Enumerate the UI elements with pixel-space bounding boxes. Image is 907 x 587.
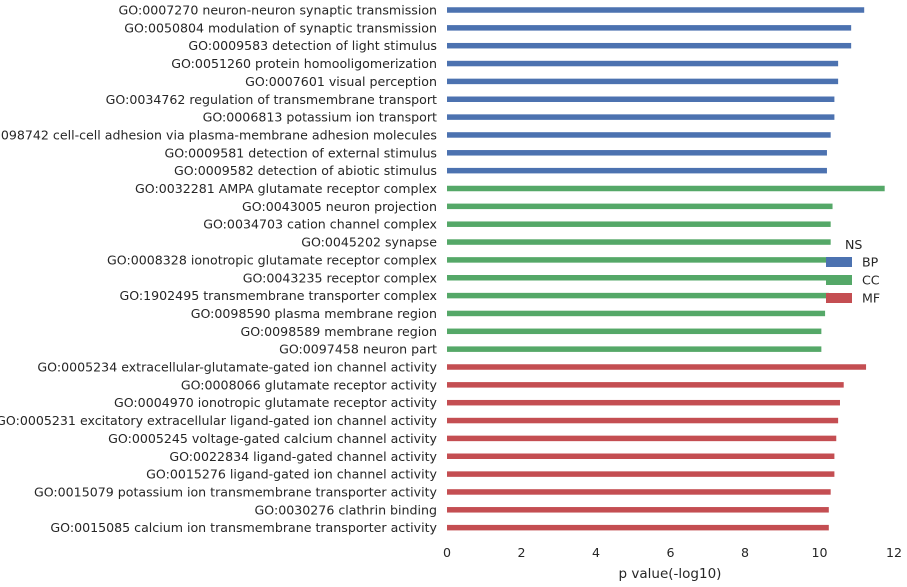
legend-label-mf: MF (862, 291, 880, 306)
category-label: GO:0005245 voltage-gated calcium channel… (108, 431, 437, 446)
category-label: GO:0051260 protein homooligomerization (171, 56, 437, 71)
category-label: GO:0007601 visual perception (245, 74, 437, 89)
bar-mf (447, 364, 867, 370)
bar-bp (447, 60, 839, 67)
bar-bp (447, 167, 827, 174)
category-label: GO:0022834 ligand-gated channel activity (169, 449, 437, 464)
x-tick-label: 4 (592, 545, 600, 560)
x-tick-label: 10 (811, 545, 827, 560)
x-tick-label: 12 (886, 545, 902, 560)
bar-bp (447, 150, 827, 156)
bar-cc (447, 346, 822, 352)
x-tick-label: 6 (666, 545, 674, 560)
bar-cc (447, 203, 833, 210)
bar-bp (447, 7, 865, 13)
bar-bp (447, 96, 835, 102)
category-label: GO:0015085 calcium ion transmembrane tra… (50, 520, 437, 535)
bar-cc (447, 275, 829, 281)
category-label: GO:0034703 cation channel complex (203, 217, 437, 232)
category-label: GO:0034762 regulation of transmembrane t… (106, 92, 437, 107)
x-axis-title: p value(-log10) (619, 566, 722, 582)
category-label: GO:0097458 neuron part (279, 342, 437, 357)
legend-label-bp: BP (862, 255, 879, 270)
category-label: GO:0007270 neuron-neuron synaptic transm… (119, 3, 437, 18)
bars-group (447, 7, 885, 531)
bar-bp (447, 42, 852, 49)
category-label: GO:0098590 plasma membrane region (191, 306, 437, 321)
x-tick-label: 0 (443, 545, 451, 560)
category-label: GO:0005231 excitatory extracellular liga… (0, 413, 438, 428)
bar-mf (447, 524, 829, 531)
category-label: GO:0005234 extracellular-glutamate-gated… (37, 360, 437, 375)
bar-mf (447, 471, 835, 477)
category-label: GO:1902495 transmembrane transporter com… (119, 288, 437, 303)
bar-mf (447, 399, 840, 406)
category-label: GO:0050804 modulation of synaptic transm… (124, 20, 437, 35)
bar-mf (447, 453, 835, 459)
category-label: GO:0009583 detection of light stimulus (188, 38, 437, 53)
bar-mf (447, 507, 829, 513)
category-label: GO:0045202 synapse (301, 235, 437, 250)
category-label: GO:0098589 membrane region (240, 324, 437, 339)
category-label: GO:0043005 neuron projection (242, 199, 437, 214)
x-tick-labels: 0 2 4 6 8 10 12 (443, 545, 902, 560)
x-tick-label: 8 (741, 545, 749, 560)
category-label: GO:0009582 detection of abiotic stimulus (174, 163, 437, 178)
category-label: GO:0008066 glutamate receptor activity (181, 377, 438, 392)
legend-swatch-cc (826, 275, 852, 285)
legend-label-cc: CC (862, 273, 880, 288)
bar-mf (447, 382, 844, 388)
bar-cc (447, 310, 826, 317)
category-label: GO:0009581 detection of external stimulu… (164, 145, 437, 160)
legend-title: NS (845, 237, 862, 252)
category-label: GO:0006813 potassium ion transport (203, 110, 437, 125)
bar-cc (447, 239, 831, 245)
bar-bp (447, 132, 831, 138)
legend: NS BP CC MF (826, 237, 880, 306)
category-label: GO:0015276 ligand-gated ion channel acti… (146, 467, 437, 482)
legend-swatch-bp (826, 257, 852, 267)
category-label: GO:0098742 cell-cell adhesion via plasma… (0, 127, 437, 142)
category-label: GO:0043235 receptor complex (243, 270, 438, 285)
legend-swatch-mf (826, 293, 852, 303)
bar-mf (447, 435, 837, 442)
bar-cc (447, 221, 831, 227)
bar-bp (447, 25, 852, 31)
bar-cc (447, 185, 885, 192)
category-label: GO:0015079 potassium ion transmembrane t… (34, 484, 438, 499)
bar-mf (447, 489, 831, 495)
x-tick-label: 2 (517, 545, 525, 560)
category-label: GO:0032281 AMPA glutamate receptor compl… (135, 181, 438, 196)
bar-bp (447, 78, 839, 85)
bar-cc (447, 328, 822, 335)
bar-bp (447, 114, 835, 120)
bar-cc (447, 257, 829, 263)
bar-cc (447, 292, 829, 299)
category-label: GO:0008328 ionotropic glutamate receptor… (107, 252, 437, 267)
category-label: GO:0030276 clathrin binding (255, 502, 437, 517)
category-label: GO:0004970 ionotropic glutamate receptor… (114, 395, 438, 410)
bar-mf (447, 417, 839, 424)
category-labels: GO:0007270 neuron-neuron synaptic transm… (0, 3, 438, 536)
